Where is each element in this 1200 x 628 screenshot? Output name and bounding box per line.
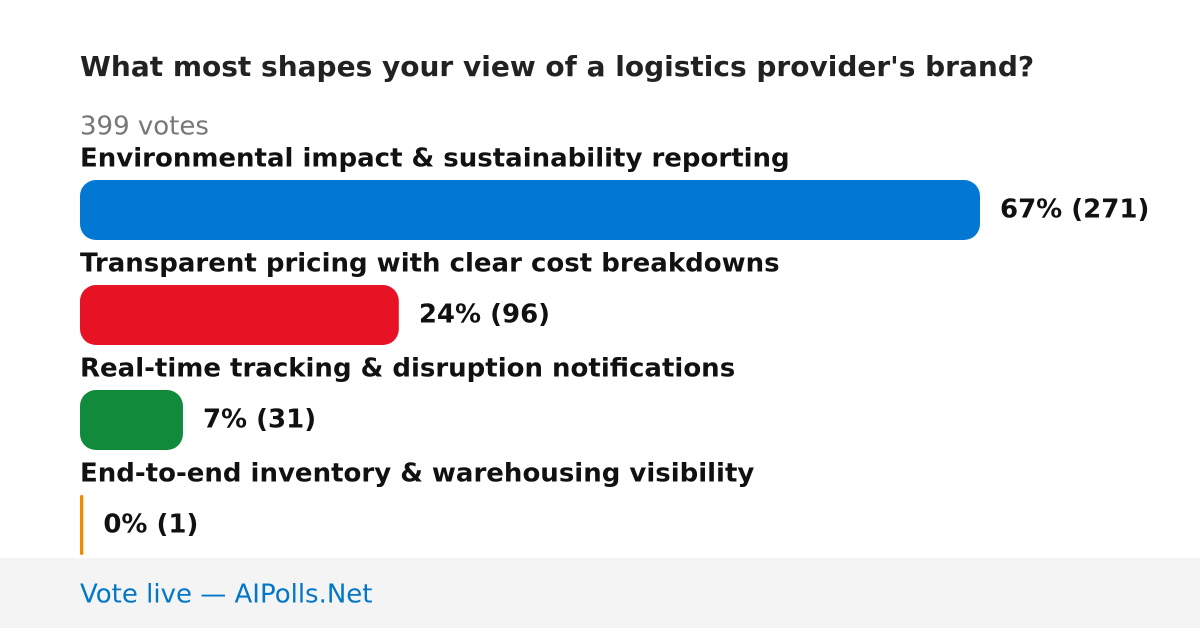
bar (80, 390, 183, 450)
value-label: 0% (1) (103, 510, 198, 540)
option-label: End-to-end inventory & warehousing visib… (80, 459, 754, 489)
footer-bar (0, 558, 1200, 628)
option-label: Real-time tracking & disruption notifica… (80, 354, 735, 384)
chart-title: What most shapes your view of a logistic… (80, 50, 1034, 83)
footer-link[interactable]: Vote live — AIPolls.Net (80, 580, 373, 610)
bar (80, 285, 399, 345)
value-label: 24% (96) (419, 300, 550, 330)
vote-count: 399 votes (80, 112, 209, 142)
bar (80, 495, 84, 555)
bar (80, 180, 980, 240)
option-label: Environmental impact & sustainability re… (80, 144, 790, 174)
option-label: Transparent pricing with clear cost brea… (80, 249, 780, 279)
value-label: 7% (31) (203, 405, 316, 435)
value-label: 67% (271) (1000, 195, 1149, 225)
